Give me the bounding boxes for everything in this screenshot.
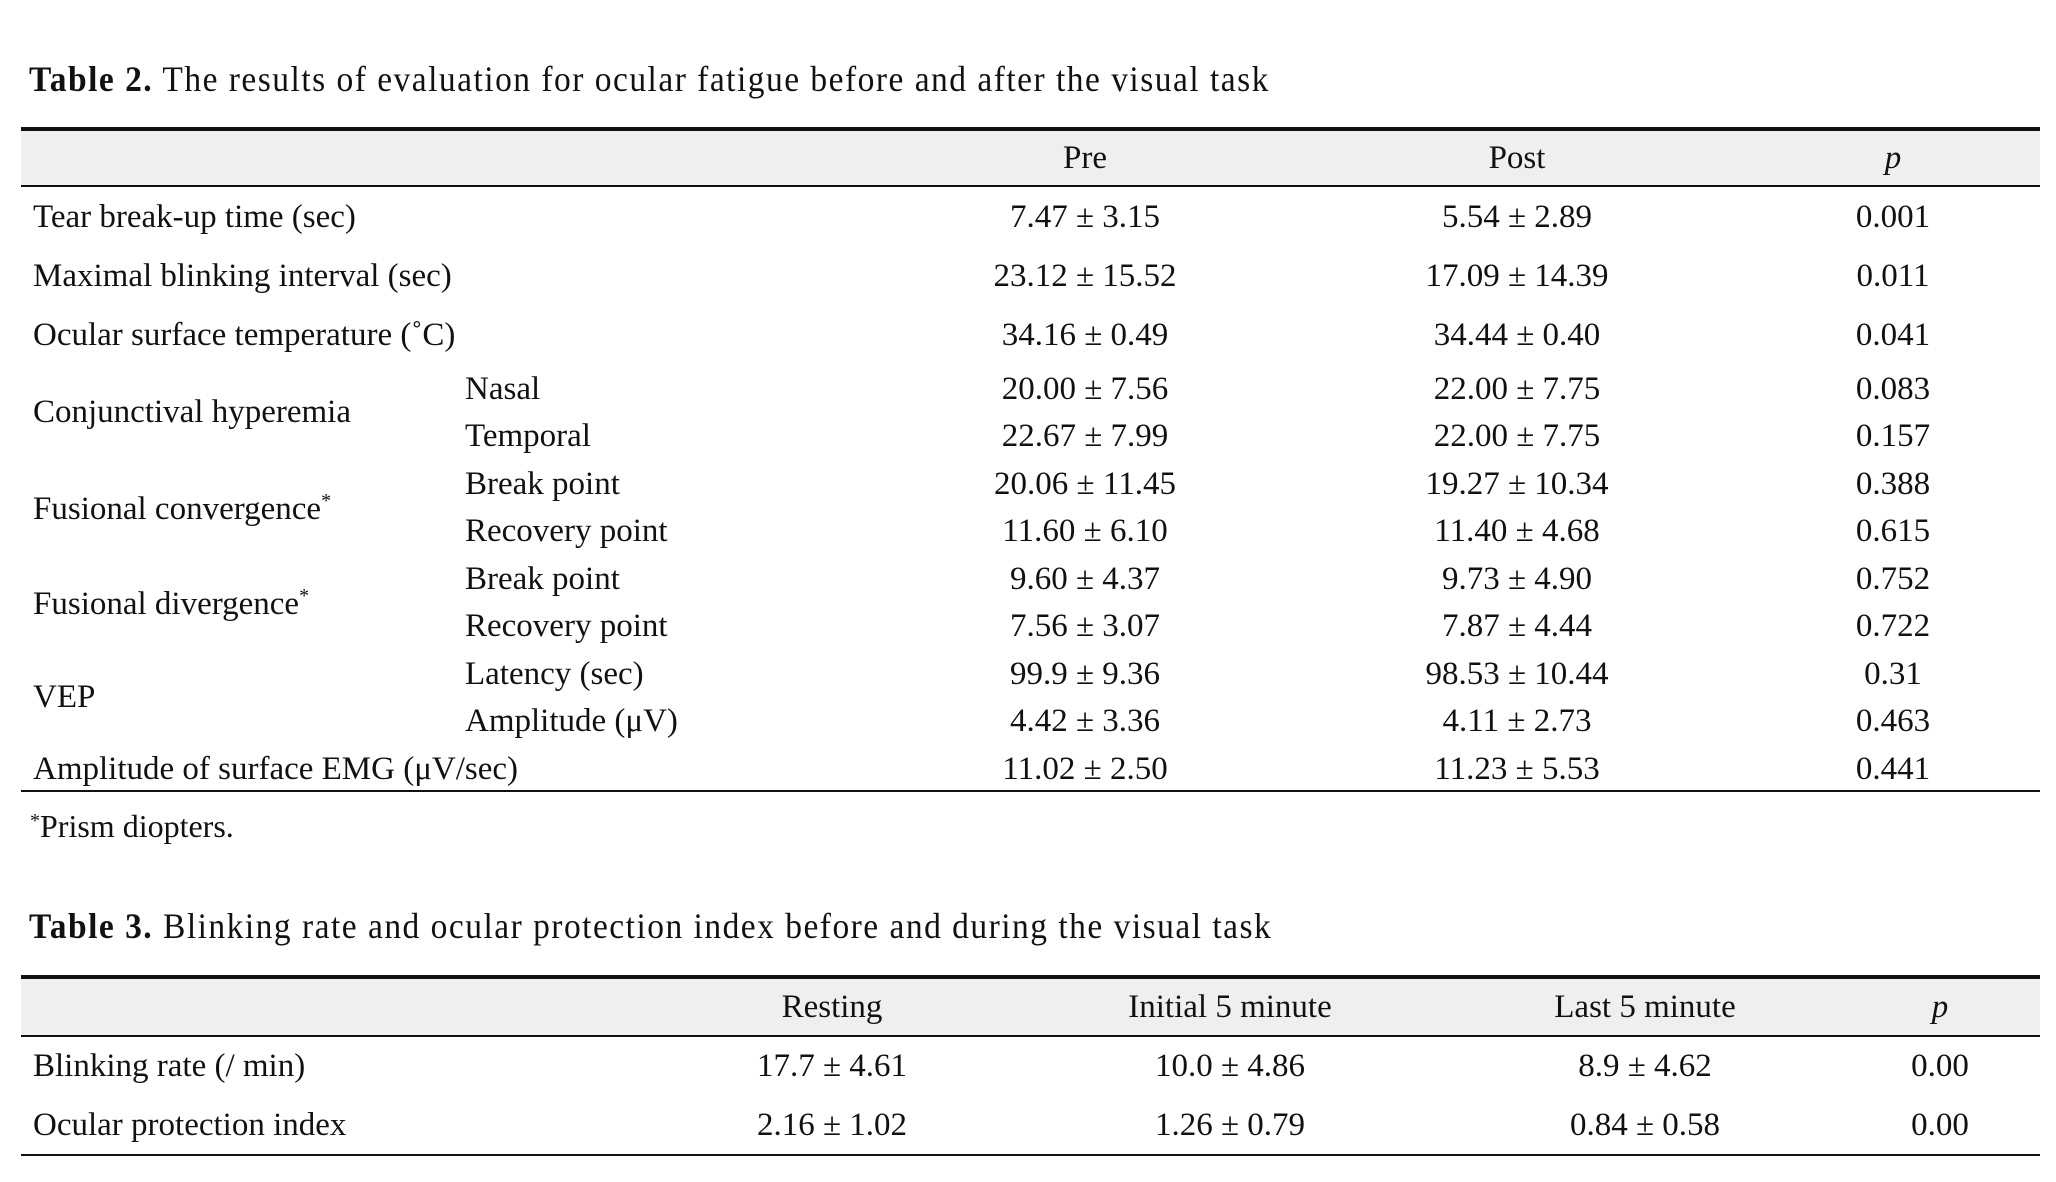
p-value: 0.041	[1855, 317, 1931, 353]
row-label: Ocular surface temperature (˚C)	[33, 317, 456, 353]
footnote-mark: *	[30, 810, 40, 832]
pre-value: 7.47 ± 3.15	[1009, 199, 1161, 235]
table3-header-rule	[21, 1035, 2040, 1037]
table3-header-resting: Resting	[781, 989, 883, 1025]
row-sublabel: Temporal	[465, 418, 591, 454]
row-label: Tear break-up time (sec)	[33, 199, 356, 235]
post-value: 19.27 ± 10.34	[1425, 466, 1609, 502]
table3-header-band	[21, 977, 2040, 1035]
post-value: 22.00 ± 7.75	[1433, 418, 1601, 454]
p-value: 0.615	[1855, 513, 1931, 549]
row-sublabel: Recovery point	[465, 608, 668, 644]
p-value: 0.011	[1856, 258, 1930, 294]
row-label: Maximal blinking interval (sec)	[33, 258, 452, 294]
table2-header-pre: Pre	[1063, 140, 1107, 176]
pre-value: 99.9 ± 9.36	[1009, 656, 1161, 692]
group-label-fusional-divergence-text: Fusional divergence	[33, 586, 300, 622]
p-value: 0.157	[1855, 418, 1931, 454]
pre-value: 20.06 ± 11.45	[994, 466, 1176, 502]
group-label-fusional-convergence: Fusional convergence*	[33, 491, 331, 526]
table3-caption: Table 3. Blinking rate and ocular protec…	[29, 905, 1272, 947]
post-value: 34.44 ± 0.40	[1433, 317, 1601, 353]
row-sublabel: Amplitude (μV)	[465, 703, 678, 739]
last-value: 0.84 ± 0.58	[1569, 1107, 1721, 1143]
table2-footnote: *Prism diopters.	[30, 808, 234, 845]
post-value: 98.53 ± 10.44	[1425, 656, 1609, 692]
group-label-conjunctival-hyperemia: Conjunctival hyperemia	[33, 394, 351, 430]
resting-value: 2.16 ± 1.02	[756, 1107, 908, 1143]
row-sublabel: Break point	[465, 466, 620, 502]
post-value: 9.73 ± 4.90	[1441, 561, 1593, 597]
pre-value: 20.00 ± 7.56	[1001, 371, 1169, 407]
pre-value: 11.02 ± 2.50	[1002, 751, 1168, 787]
table3-header-last: Last 5 minute	[1554, 989, 1736, 1025]
group-label-fusional-convergence-text: Fusional convergence	[33, 491, 322, 527]
post-value: 5.54 ± 2.89	[1441, 199, 1593, 235]
row-label: Blinking rate (/ min)	[33, 1048, 306, 1084]
post-value: 11.40 ± 4.68	[1434, 513, 1600, 549]
p-value: 0.388	[1855, 466, 1931, 502]
resting-value: 17.7 ± 4.61	[756, 1048, 908, 1084]
group-label-vep: VEP	[33, 679, 96, 715]
pre-value: 22.67 ± 7.99	[1001, 418, 1169, 454]
table2-caption-label: Table 2.	[29, 59, 154, 99]
row-label: Ocular protection index	[33, 1107, 347, 1143]
asterisk-mark: *	[321, 490, 332, 512]
p-value: 0.31	[1864, 656, 1922, 692]
asterisk-mark: *	[299, 585, 310, 607]
p-value: 0.001	[1855, 199, 1931, 235]
pre-value: 9.60 ± 4.37	[1009, 561, 1161, 597]
table2-header-post: Post	[1488, 140, 1546, 176]
row-sublabel: Recovery point	[465, 513, 668, 549]
p-value: 0.752	[1855, 561, 1931, 597]
p-value: 0.083	[1855, 371, 1931, 407]
pre-value: 11.60 ± 6.10	[1002, 513, 1168, 549]
table2-header-band	[21, 129, 2040, 185]
post-value: 22.00 ± 7.75	[1433, 371, 1601, 407]
table2-header-rule	[21, 185, 2040, 187]
p-value: 0.463	[1855, 703, 1931, 739]
group-label-fusional-divergence: Fusional divergence*	[33, 586, 309, 621]
row-sublabel: Latency (sec)	[465, 656, 644, 692]
last-value: 8.9 ± 4.62	[1578, 1048, 1712, 1084]
table3-top-rule	[21, 975, 2040, 979]
table3-bottom-rule	[21, 1154, 2040, 1156]
row-sublabel: Nasal	[465, 371, 541, 407]
table2-caption: Table 2. The results of evaluation for o…	[29, 58, 1270, 100]
pre-value: 34.16 ± 0.49	[1001, 317, 1169, 353]
p-value: 0.00	[1911, 1048, 1969, 1084]
post-value: 11.23 ± 5.53	[1434, 751, 1600, 787]
p-value: 0.722	[1855, 608, 1931, 644]
table2-top-rule	[21, 127, 2040, 131]
p-value: 0.441	[1855, 751, 1931, 787]
table3-caption-label: Table 3.	[29, 906, 154, 946]
pre-value: 4.42 ± 3.36	[1009, 703, 1161, 739]
table2-caption-text: The results of evaluation for ocular fat…	[162, 59, 1270, 99]
initial-value: 10.0 ± 4.86	[1154, 1048, 1306, 1084]
table3-header-p: p	[1931, 989, 1949, 1025]
pre-value: 7.56 ± 3.07	[1009, 608, 1161, 644]
p-value: 0.00	[1911, 1107, 1969, 1143]
pre-value: 23.12 ± 15.52	[993, 258, 1177, 294]
table3-header-initial: Initial 5 minute	[1128, 989, 1332, 1025]
post-value: 4.11 ± 2.73	[1442, 703, 1592, 739]
post-value: 7.87 ± 4.44	[1441, 608, 1593, 644]
footnote-text: Prism diopters.	[40, 808, 234, 844]
row-sublabel: Break point	[465, 561, 620, 597]
table3-caption-text: Blinking rate and ocular protection inde…	[163, 906, 1273, 946]
initial-value: 1.26 ± 0.79	[1154, 1107, 1306, 1143]
table2-header-p: p	[1884, 140, 1902, 176]
row-label: Amplitude of surface EMG (μV/sec)	[33, 751, 519, 787]
post-value: 17.09 ± 14.39	[1425, 258, 1609, 294]
table2-bottom-rule	[21, 790, 2040, 792]
